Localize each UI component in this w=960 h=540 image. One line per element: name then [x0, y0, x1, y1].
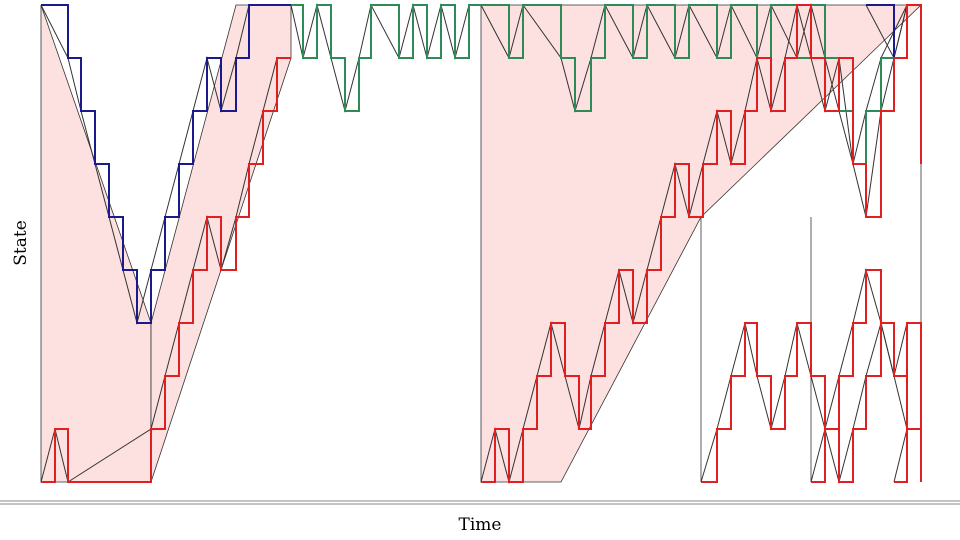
- shaded-band-1: [40, 4, 152, 483]
- lower-step-series-7: [701, 322, 921, 483]
- lower-step-series-5: [41, 57, 291, 483]
- lower-diagonal-trace-6: [480, 4, 908, 484]
- settled-step-series-3: [291, 4, 481, 112]
- series-layer: [41, 4, 922, 483]
- upper-step-series-1: [41, 4, 291, 324]
- lower-diagonal-trace-8: [810, 268, 908, 483]
- x-axis-title: Time: [459, 515, 502, 535]
- lower-step-series-6: [481, 4, 922, 483]
- lower-step-series-8: [811, 269, 922, 483]
- y-axis-title: State: [11, 220, 31, 266]
- shaded-band-3: [480, 4, 922, 483]
- lower-step-series-9: [894, 376, 922, 483]
- band-layer: [40, 4, 922, 483]
- lower-diagonal-trace-7: [700, 321, 908, 484]
- lower-diagonal-trace-9: [893, 428, 908, 483]
